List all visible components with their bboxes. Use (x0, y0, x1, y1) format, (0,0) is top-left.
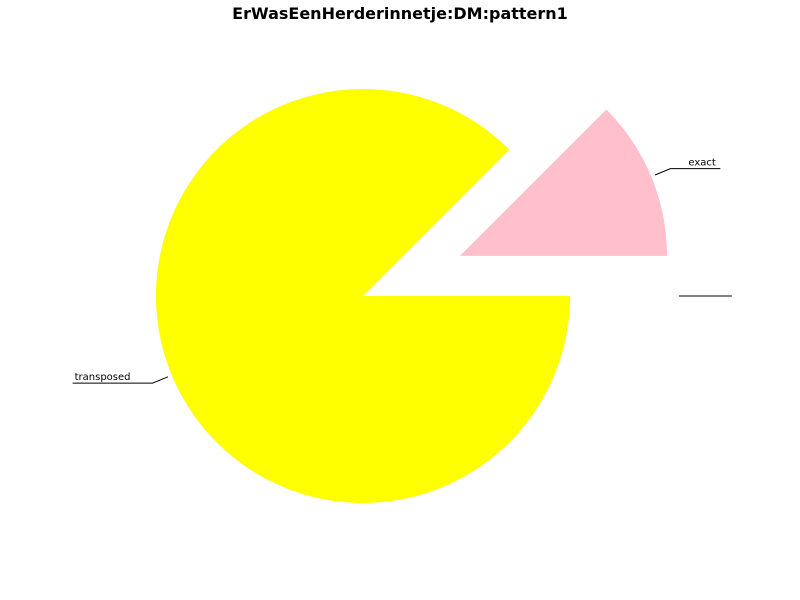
pie-slice-exact (460, 109, 668, 256)
slice-label-transposed: transposed (75, 372, 131, 383)
chart-title: ErWasEenHerderinnetje:DM:pattern1 (232, 4, 568, 23)
pie-labels: transposed exact (72, 158, 732, 384)
pie-slices (156, 89, 668, 504)
leader-line-transposed (72, 376, 169, 384)
pie-slice-transposed (156, 89, 571, 504)
leader-line-exact (654, 168, 721, 176)
slice-label-exact: exact (688, 158, 716, 169)
